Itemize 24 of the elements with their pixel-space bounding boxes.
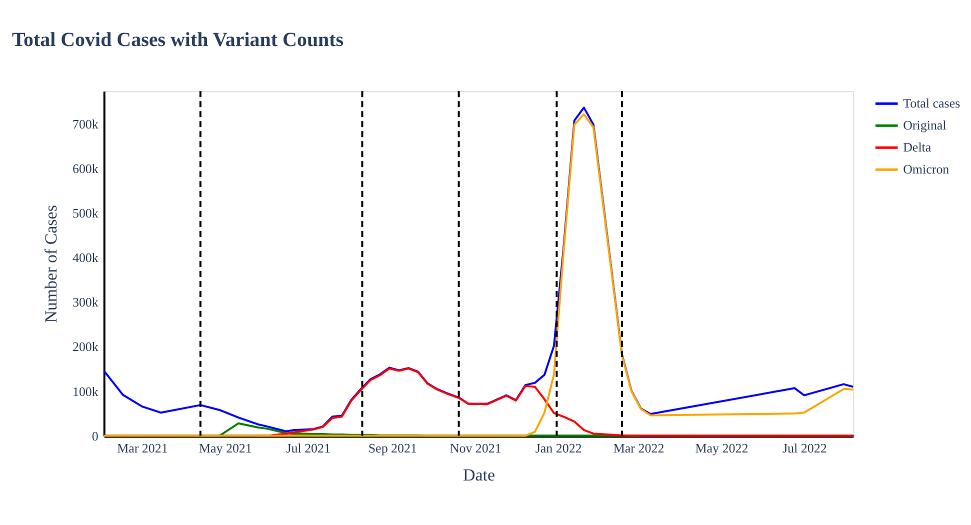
chart-title: Total Covid Cases with Variant Counts (12, 29, 344, 52)
x-tick-label: Sep 2021 (368, 440, 417, 456)
x-tick-label: Jul 2022 (782, 440, 827, 456)
y-axis-title: Number of Cases (41, 205, 60, 323)
x-tick-label: May 2021 (198, 440, 252, 456)
x-tick-label: Mar 2021 (117, 440, 168, 456)
y-tick-label: 700k (72, 116, 99, 132)
legend-label: Original (903, 118, 947, 133)
x-tick-label: May 2022 (695, 440, 748, 456)
y-tick-label: 600k (72, 161, 99, 176)
x-axis-title: Date (462, 465, 496, 484)
legend-label: Delta (903, 140, 932, 155)
x-tick-label: Jan 2022 (535, 440, 582, 456)
legend-label: Omicron (903, 162, 950, 177)
y-tick-label: 200k (72, 339, 99, 354)
x-tick-label: Nov 2021 (450, 440, 502, 456)
y-tick-label: 100k (72, 384, 99, 399)
y-tick-label: 400k (72, 250, 99, 266)
y-tick-label: 500k (72, 206, 99, 221)
y-tick-label: 0 (92, 428, 98, 444)
x-tick-label: Jul 2021 (286, 440, 331, 456)
legend-label: Total cases (903, 96, 960, 111)
y-tick-label: 300k (72, 294, 99, 310)
x-tick-label: Mar 2022 (613, 440, 664, 456)
